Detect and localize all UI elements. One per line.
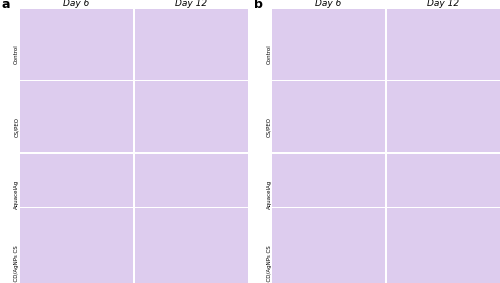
Text: Day 12: Day 12 <box>428 0 460 8</box>
Text: Day 6: Day 6 <box>63 0 89 8</box>
Text: Control: Control <box>266 44 272 64</box>
Text: CS/PEO: CS/PEO <box>266 117 272 137</box>
Text: AquacelAg: AquacelAg <box>266 180 272 209</box>
Text: Day 12: Day 12 <box>175 0 207 8</box>
Text: Cur@β-CD/AgNPs CS: Cur@β-CD/AgNPs CS <box>266 246 272 283</box>
Text: AquacelAg: AquacelAg <box>14 180 19 209</box>
Text: CS/PEO: CS/PEO <box>14 117 19 137</box>
Text: Cur@β-CD/AgNPs CS: Cur@β-CD/AgNPs CS <box>14 246 19 283</box>
Text: b: b <box>254 0 263 11</box>
Text: a: a <box>2 0 10 11</box>
Text: Day 6: Day 6 <box>316 0 342 8</box>
Text: Control: Control <box>14 44 19 64</box>
